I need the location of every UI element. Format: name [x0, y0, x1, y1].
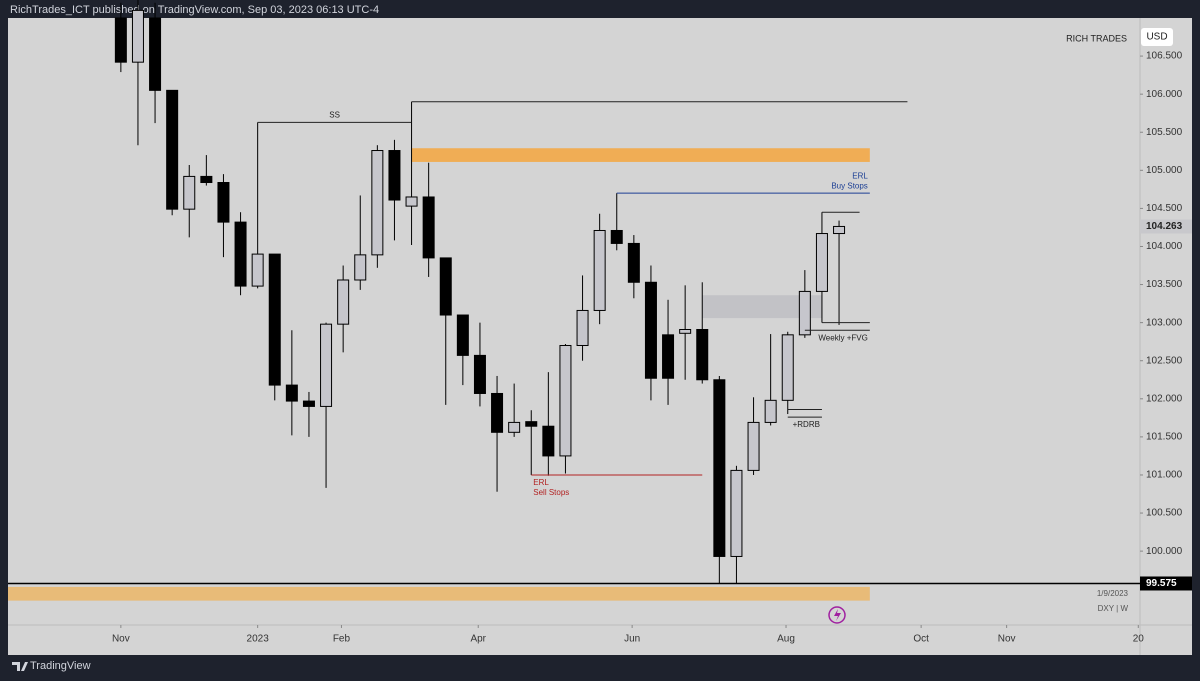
y-tick-label: 103.000 — [1146, 317, 1183, 328]
brand: RICH TRADES — [1066, 33, 1127, 43]
alert-icon-bolt — [834, 609, 841, 621]
y-tick-label: 102.000 — [1146, 393, 1183, 404]
level-text: +RDRB — [793, 420, 820, 429]
x-tick-label: Feb — [333, 634, 351, 645]
header: RichTrades_ICT published on TradingView.… — [10, 4, 379, 16]
candle-body — [730, 469, 743, 557]
y-tick-label: 102.500 — [1146, 355, 1183, 366]
candle-body — [764, 399, 777, 423]
zone — [411, 148, 870, 162]
price-label: 99.575 — [1146, 578, 1177, 589]
date-label: 1/9/2023 — [1097, 589, 1129, 598]
level-text: Sell Stops — [533, 488, 569, 497]
zone — [8, 586, 870, 601]
candle-body — [183, 175, 196, 210]
footer: TradingView — [30, 660, 91, 672]
x-tick-label: Oct — [913, 634, 929, 645]
candle-body — [251, 253, 264, 287]
candle-body — [815, 233, 828, 292]
level-text: ERL — [533, 478, 549, 487]
candle-body — [166, 89, 179, 210]
candle-body — [833, 225, 846, 235]
candle-body — [644, 281, 657, 379]
currency[interactable]: USD — [1146, 32, 1167, 43]
price-label-box — [1140, 219, 1192, 234]
candle-body — [781, 334, 794, 401]
candle-body — [542, 425, 555, 457]
candle-body — [610, 229, 623, 244]
candle-body — [285, 384, 298, 402]
y-tick-label: 106.000 — [1146, 89, 1183, 100]
candle-body — [491, 392, 504, 433]
currency-box[interactable] — [1141, 28, 1173, 46]
candle-body — [508, 421, 521, 433]
candle-body — [200, 175, 213, 184]
candle-body — [679, 328, 692, 334]
y-tick-label: 100.500 — [1146, 508, 1183, 519]
candle-body — [713, 379, 726, 557]
x-tick-label: Nov — [112, 634, 130, 645]
y-tick-label: 105.000 — [1146, 165, 1183, 176]
candle-body — [302, 400, 315, 407]
candle-body — [354, 254, 367, 281]
level-text: Buy Stops — [831, 181, 867, 190]
candle-body — [747, 421, 760, 471]
candle-body — [559, 344, 572, 457]
candle-body — [388, 150, 401, 201]
x-tick-label: 2023 — [247, 634, 270, 645]
y-tick-label: 105.500 — [1146, 127, 1183, 138]
candle-body — [149, 17, 162, 91]
candle-body — [627, 242, 640, 283]
candle-body — [456, 314, 469, 356]
y-tick-label: 101.000 — [1146, 470, 1183, 481]
level-text: SS — [329, 110, 340, 119]
candle-body — [371, 150, 384, 256]
candle-body — [234, 221, 247, 287]
logo — [12, 662, 28, 671]
candle-body — [798, 290, 811, 336]
alert-icon[interactable] — [828, 606, 846, 624]
level-text: ERL — [852, 171, 868, 180]
y-tick-label: 104.500 — [1146, 203, 1183, 214]
zone — [702, 295, 822, 319]
candle-body — [593, 229, 606, 311]
candle-body — [268, 253, 281, 386]
candle-body — [696, 328, 709, 381]
x-tick-label: Aug — [777, 634, 795, 645]
price-label: 104.263 — [1146, 221, 1183, 232]
x-tick-label: Apr — [470, 634, 486, 645]
plot: 100.000 100.500 101.000 101.500 102.000 102.5… — [8, 0, 1192, 645]
candle-body — [576, 309, 589, 346]
candle-body — [320, 323, 333, 407]
candle-body — [422, 196, 435, 259]
candle-body — [114, 17, 127, 63]
symbol: DXY | W — [1098, 604, 1129, 613]
y-tick-label: 100.000 — [1146, 546, 1183, 557]
candle-body — [525, 421, 538, 427]
x-tick-label: 20 — [1133, 634, 1145, 645]
candle-body — [405, 196, 418, 207]
y-tick-label: 101.500 — [1146, 432, 1183, 443]
candle-body — [662, 334, 675, 379]
y-tick-label: 103.500 — [1146, 279, 1183, 290]
y-tick-label: 106.500 — [1146, 51, 1183, 62]
candle-body — [473, 354, 486, 394]
x-tick-label: Nov — [998, 634, 1016, 645]
candle-body — [337, 279, 350, 325]
price-label-box — [1140, 576, 1192, 591]
chart-bg — [8, 18, 1192, 655]
y-tick-label: 104.000 — [1146, 241, 1183, 252]
candle-body — [217, 182, 230, 223]
x-tick-label: Jun — [624, 634, 640, 645]
candle-body — [439, 257, 452, 316]
level-text: Weekly +FVG — [818, 333, 867, 342]
candle-body — [131, 9, 144, 63]
